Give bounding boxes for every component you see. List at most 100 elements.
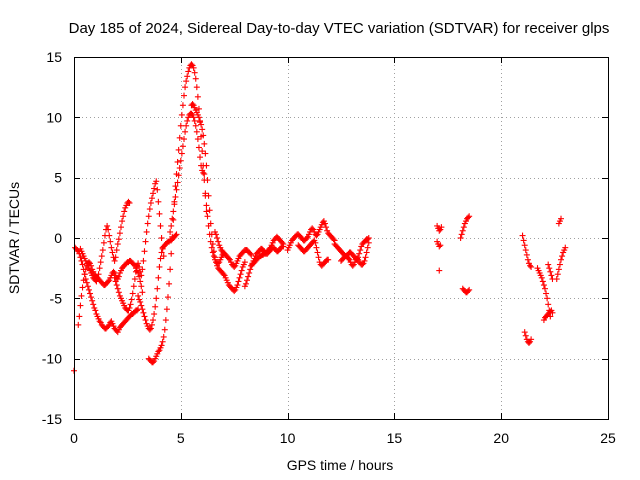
- data-point: [210, 248, 217, 255]
- data-point: [137, 298, 144, 305]
- data-point: [151, 185, 158, 192]
- data-point: [330, 236, 337, 243]
- data-point: [364, 244, 371, 251]
- data-point: [191, 117, 198, 124]
- data-point: [202, 150, 209, 157]
- data-point: [111, 274, 118, 281]
- data-point: [128, 296, 135, 303]
- data-point: [135, 292, 142, 299]
- data-point: [545, 261, 552, 268]
- data-point: [203, 202, 210, 209]
- data-point: [203, 162, 210, 169]
- data-point: [112, 278, 119, 285]
- data-point: [142, 317, 149, 324]
- data-point: [313, 232, 320, 239]
- data-point: [156, 210, 163, 217]
- data-point: [80, 277, 87, 284]
- data-point: [303, 235, 310, 241]
- data-point: [158, 235, 165, 241]
- y-axis-label: SDTVAR / TECUs: [6, 182, 22, 294]
- data-point: [113, 247, 120, 254]
- data-point: [541, 285, 548, 292]
- data-point: [200, 132, 207, 139]
- data-point: [115, 289, 122, 296]
- data-point: [179, 102, 186, 109]
- data-point: [184, 117, 191, 124]
- data-point: [193, 128, 200, 135]
- data-point: [139, 266, 146, 273]
- data-point: [94, 274, 101, 281]
- data-point: [190, 64, 197, 71]
- data-point: [220, 271, 227, 278]
- data-point: [457, 235, 464, 241]
- data-point: [170, 208, 177, 215]
- data-point: [354, 255, 361, 262]
- data-point: [558, 215, 565, 222]
- data-point: [172, 193, 179, 200]
- data-point: [109, 249, 116, 256]
- data-point: [459, 227, 466, 234]
- data-point: [153, 178, 160, 185]
- data-point: [280, 241, 287, 248]
- data-point: [158, 249, 165, 256]
- data-point: [266, 245, 273, 252]
- data-point: [158, 342, 165, 349]
- data-point: [438, 224, 445, 231]
- data-point: [345, 255, 352, 262]
- data-point: [131, 276, 138, 283]
- data-point: [248, 251, 255, 258]
- data-point: [528, 336, 535, 343]
- x-tick-label: 25: [600, 430, 616, 446]
- data-point: [231, 288, 238, 295]
- data-point: [174, 158, 181, 165]
- x-tick-label: 15: [387, 430, 403, 446]
- data-point: [150, 359, 157, 366]
- data-point: [172, 183, 179, 190]
- data-point: [208, 244, 215, 251]
- data-point: [465, 214, 472, 221]
- data-point: [556, 261, 563, 268]
- data-point: [194, 93, 201, 100]
- data-point: [538, 274, 545, 281]
- data-point: [173, 186, 180, 193]
- data-point: [114, 241, 121, 248]
- data-point: [156, 263, 163, 270]
- data-point: [522, 332, 529, 339]
- data-point: [87, 290, 94, 297]
- data-point: [465, 288, 472, 295]
- data-point: [172, 232, 179, 239]
- data-point: [111, 257, 118, 264]
- data-point: [127, 301, 134, 308]
- data-point: [163, 306, 170, 313]
- data-point: [150, 317, 157, 324]
- x-tick-label: 20: [493, 430, 509, 446]
- data-point: [436, 243, 443, 250]
- data-point: [152, 303, 159, 310]
- data-point: [209, 249, 216, 256]
- data-point: [76, 313, 83, 320]
- data-point: [548, 272, 555, 279]
- data-point: [199, 126, 206, 133]
- data-point: [115, 236, 122, 243]
- data-point: [182, 84, 189, 91]
- data-point: [178, 111, 185, 118]
- data-point: [176, 165, 183, 172]
- data-point: [153, 295, 160, 302]
- data-point: [460, 224, 467, 231]
- data-point: [213, 259, 220, 266]
- data-point: [82, 266, 89, 273]
- data-point: [524, 256, 531, 263]
- data-point: [436, 267, 443, 274]
- data-point: [168, 250, 175, 257]
- data-point: [138, 272, 145, 279]
- data-point: [549, 309, 556, 316]
- data-point: [181, 136, 188, 143]
- data-point: [88, 294, 95, 301]
- data-point: [169, 233, 176, 240]
- data-point: [154, 186, 161, 193]
- y-tick-label: 0: [54, 230, 62, 246]
- data-point: [554, 271, 561, 278]
- data-point: [141, 248, 148, 255]
- data-point: [130, 283, 137, 290]
- data-point: [105, 278, 112, 285]
